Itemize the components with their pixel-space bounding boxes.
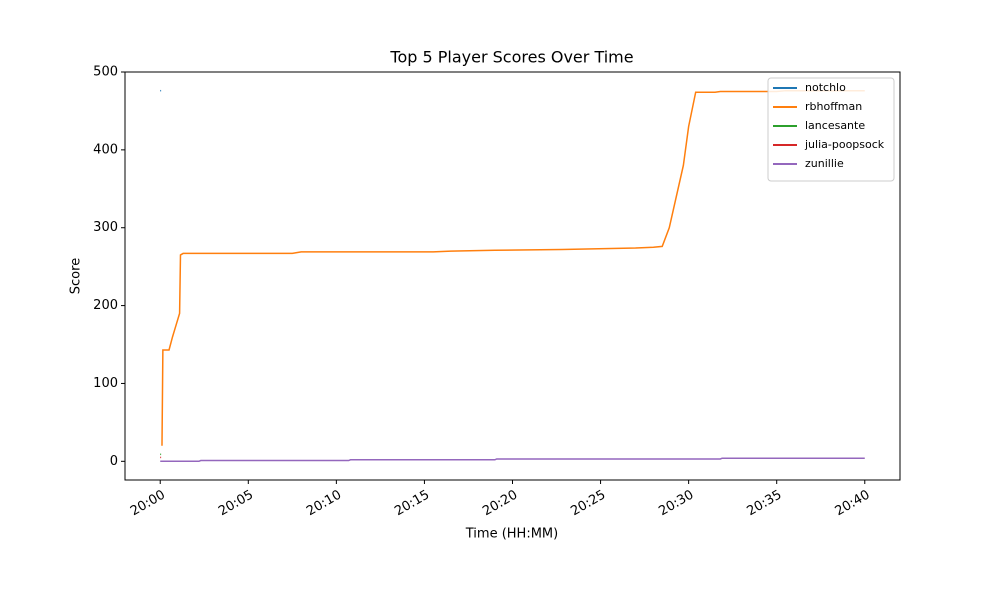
- x-tick-label: 20:15: [392, 488, 432, 520]
- x-axis-label: Time (HH:MM): [465, 527, 558, 542]
- legend-label: lancesante: [805, 119, 865, 132]
- chart-title: Top 5 Player Scores Over Time: [389, 48, 633, 67]
- y-tick-label: 300: [93, 220, 118, 235]
- x-tick-label: 20:25: [568, 488, 608, 520]
- legend-label: rbhoffman: [805, 100, 862, 113]
- x-tick-label: 20:00: [128, 488, 168, 520]
- y-axis-label: Score: [69, 258, 84, 294]
- x-tick-label: 20:35: [745, 488, 785, 520]
- x-tick-label: 20:05: [216, 488, 256, 520]
- plot-frame: [124, 71, 901, 481]
- y-tick-label: 0: [110, 454, 118, 469]
- x-tick-label: 20:20: [480, 488, 520, 520]
- y-tick-label: 500: [93, 65, 118, 80]
- legend-label: zunillie: [805, 157, 844, 170]
- legend-box: [767, 77, 895, 182]
- series-line: [160, 457, 865, 463]
- y-tick-label: 200: [93, 298, 118, 313]
- legend-label: notchlo: [805, 81, 846, 94]
- legend-label: julia-poopsock: [804, 138, 885, 151]
- series-line: [161, 89, 865, 446]
- x-tick-label: 20:40: [833, 488, 873, 520]
- x-tick-label: 20:30: [656, 488, 696, 520]
- x-tick-label: 20:10: [304, 488, 344, 520]
- y-tick-label: 100: [93, 376, 118, 391]
- y-tick-label: 400: [93, 142, 118, 157]
